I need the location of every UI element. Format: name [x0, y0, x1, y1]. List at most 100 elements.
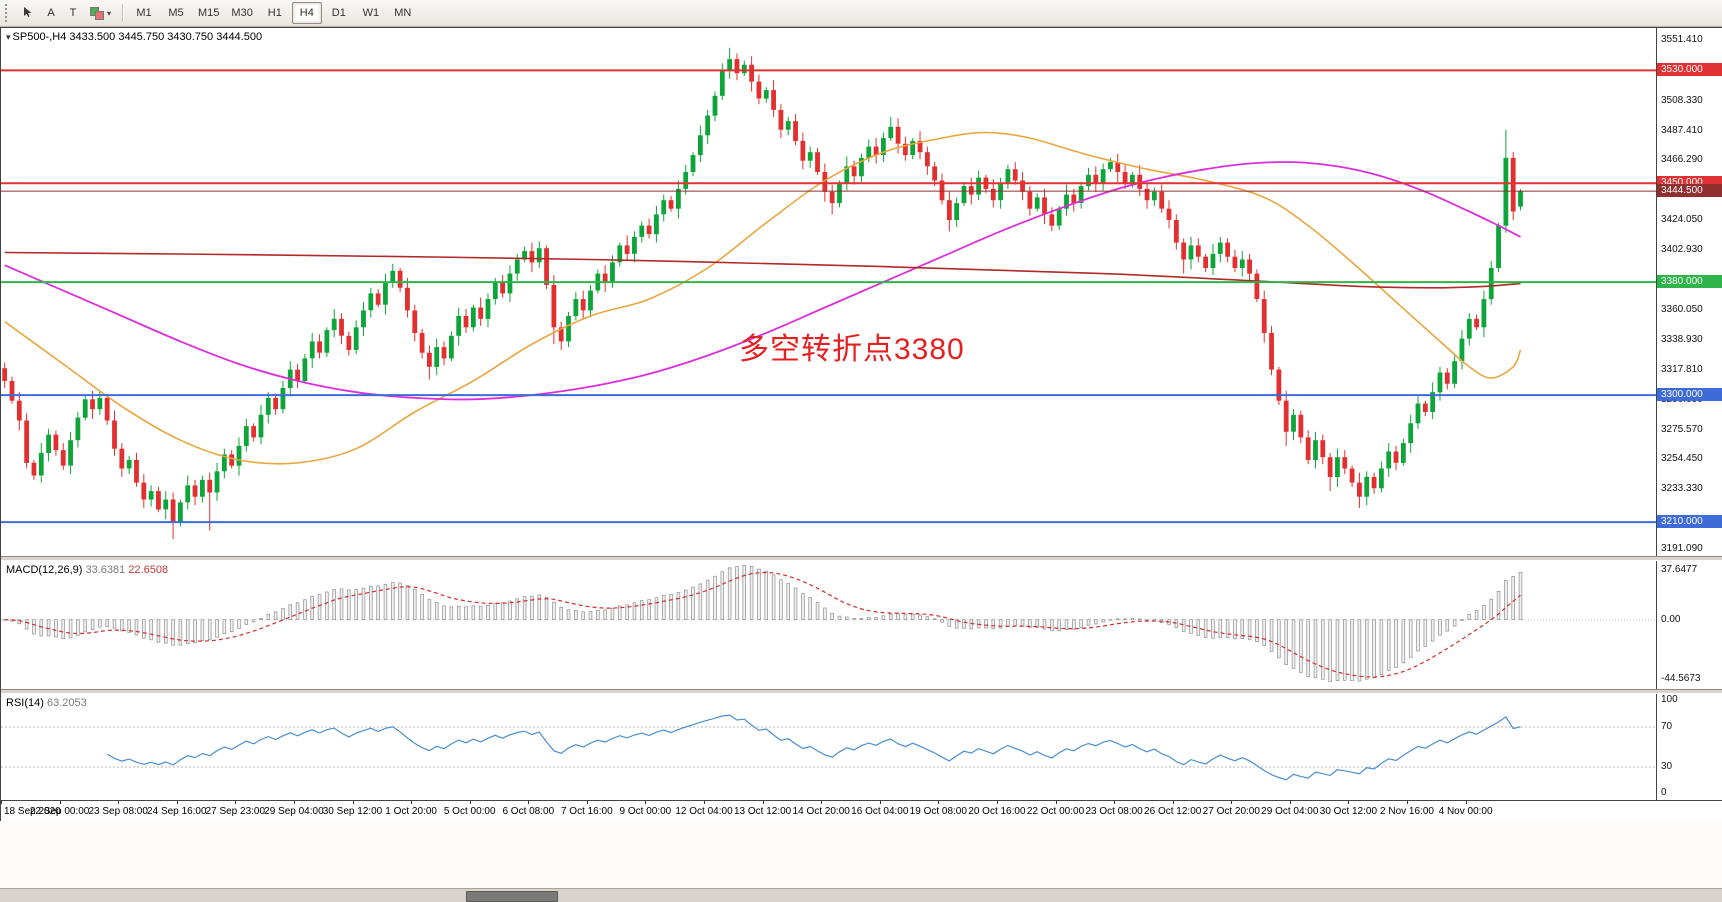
main-chart-plot[interactable]: ▾ SP500-,H4 3433.500 3445.750 3430.750 34…: [1, 28, 1656, 556]
time-axis-tick: [1114, 801, 1116, 804]
rsi-scale-label: 0: [1661, 787, 1667, 798]
time-axis-tick: [1231, 801, 1233, 804]
panel-splitter-macd[interactable]: [1, 556, 1722, 561]
time-axis-label: 29 Sep 04:00: [264, 806, 324, 817]
timeframe-m5[interactable]: M5: [168, 7, 184, 19]
cursor-icon: [22, 6, 34, 21]
time-axis-tick: [1, 801, 2, 804]
macd-main-value: 33.6381: [85, 564, 126, 576]
time-axis-label: 27 Sep 23:00: [205, 806, 266, 817]
price-scale[interactable]: 3551.410 3508.330 3487.410 3466.290 3424.050…: [1656, 28, 1722, 556]
time-axis-tick: [1172, 801, 1174, 804]
timeframe-m30[interactable]: M30: [231, 7, 253, 19]
time-axis-label: 18 Sep 2020: [4, 806, 61, 817]
time-axis-tick: [59, 801, 61, 804]
time-axis-tick: [938, 801, 940, 804]
time-axis-tick: [1465, 801, 1467, 804]
price-level-tag: 3210.000: [1657, 515, 1722, 529]
time-axis-tick: [411, 801, 413, 804]
time-axis-label: 22 Sep 00:00: [29, 806, 90, 817]
timeframe-d1[interactable]: D1: [331, 7, 346, 19]
panel-splitter-rsi[interactable]: [1, 689, 1722, 694]
rsi-scale[interactable]: 100 70 30 0: [1656, 694, 1722, 800]
rsi-title: RSI(14): [6, 697, 44, 709]
time-axis-tick: [235, 801, 237, 804]
time-axis-label: 30 Oct 12:00: [1319, 806, 1378, 817]
symbol-ohlc-text: SP500-,H4 3433.500 3445.750 3430.750 344…: [12, 31, 263, 43]
price-scale-label: 3551.410: [1661, 34, 1703, 46]
price-scale-label: 3424.050: [1661, 213, 1703, 225]
price-scale-label: 3338.930: [1661, 334, 1703, 346]
chevron-down-icon: ▾: [107, 8, 112, 18]
symbol-header: ▾ SP500-,H4 3433.500 3445.750 3430.750 34…: [6, 31, 262, 43]
timeframe-group: M1 M5 M15 M30 H1 H4 D1 W1 MN: [128, 2, 419, 24]
price-scale-label: 3360.050: [1661, 304, 1703, 316]
timeframe-m1[interactable]: M1: [136, 7, 152, 19]
price-level-tag: 3380.000: [1657, 275, 1722, 289]
time-axis-label: 9 Oct 00:00: [619, 806, 672, 817]
time-axis-label: 26 Oct 12:00: [1144, 806, 1202, 817]
time-axis-label: 19 Oct 08:00: [909, 806, 967, 817]
time-axis-tick: [1289, 801, 1291, 804]
rsi-scale-label: 100: [1661, 694, 1678, 705]
time-axis-label: 5 Oct 00:00: [443, 806, 496, 817]
symbol-collapse-icon[interactable]: ▾: [6, 32, 11, 42]
rsi-panel-plot[interactable]: RSI(14) 63.2053: [1, 694, 1656, 800]
macd-panel-plot[interactable]: MACD(12,26,9) 33.6381 22.6508: [1, 561, 1656, 689]
time-axis-label: 7 Oct 16:00: [560, 806, 613, 817]
colors-dropdown-button[interactable]: ▾: [85, 3, 116, 23]
macd-signal-value: 22.6508: [128, 564, 169, 576]
time-axis-label: 29 Oct 04:00: [1261, 806, 1319, 817]
price-scale-label: 3317.810: [1661, 363, 1703, 375]
macd-title: MACD(12,26,9): [6, 564, 83, 576]
timeframe-w1[interactable]: W1: [362, 7, 380, 19]
rsi-scale-label: 30: [1661, 761, 1673, 772]
time-axis-tick: [1407, 801, 1408, 804]
macd-scale[interactable]: 37.6477 0.00 -44.5673: [1656, 561, 1722, 689]
timeframe-m15[interactable]: M15: [198, 7, 220, 19]
price-scale-label: 3466.290: [1661, 154, 1703, 166]
time-axis-label: 30 Sep 12:00: [322, 806, 383, 817]
time-axis-tick: [1055, 801, 1057, 804]
time-axis-tick: [704, 801, 705, 804]
price-level-tag: 3444.500: [1657, 184, 1722, 198]
time-axis-label: 23 Sep 08:00: [88, 806, 148, 817]
time-axis-tick: [293, 801, 295, 804]
time-axis-tick: [645, 801, 647, 804]
time-axis-tick: [118, 801, 120, 804]
time-axis-tick: [762, 801, 764, 804]
time-axis-label: 1 Oct 20:00: [385, 806, 437, 817]
time-axis-label: 20 Oct 16:00: [968, 806, 1026, 817]
price-scale-label: 3233.330: [1661, 483, 1703, 495]
time-axis-tick: [821, 801, 823, 804]
toolbar-separator: [122, 4, 124, 22]
timeframe-h4[interactable]: H4: [291, 2, 322, 24]
time-axis-tick: [469, 801, 471, 804]
macd-scale-label: 0.00: [1661, 613, 1681, 625]
macd-canvas[interactable]: [1, 561, 1656, 689]
timeframe-h1[interactable]: H1: [267, 7, 282, 19]
text-a-button[interactable]: A: [41, 3, 61, 23]
rsi-value: 63.2053: [46, 697, 87, 709]
horizontal-scrollbar[interactable]: [0, 888, 1722, 902]
toolbar-grip[interactable]: [5, 4, 11, 22]
time-axis-tick: [586, 801, 588, 804]
rsi-scale-label: 70: [1661, 721, 1673, 732]
macd-header: MACD(12,26,9) 33.6381 22.6508: [6, 564, 168, 576]
time-axis[interactable]: 18 Sep 2020 22 Sep 00:00 23 Sep 08:00 24 Se…: [1, 800, 1722, 821]
time-axis-tick: [996, 801, 998, 804]
main-toolbar: A T ▾ M1 M5 M15 M30 H1 H4 D1 W1 MN: [0, 0, 1722, 27]
time-axis-label: 13 Oct 12:00: [733, 806, 792, 817]
price-scale-label: 3191.090: [1661, 542, 1703, 554]
time-axis-tick: [528, 801, 530, 804]
time-axis-label: 22 Oct 00:00: [1026, 806, 1085, 817]
time-axis-tick: [352, 801, 354, 804]
time-axis-label: 2 Nov 16:00: [1380, 806, 1434, 817]
main-chart-canvas[interactable]: [1, 28, 1656, 556]
timeframe-mn[interactable]: MN: [394, 7, 412, 19]
price-scale-label: 3275.570: [1661, 423, 1703, 435]
time-axis-label: 12 Oct 04:00: [675, 806, 733, 817]
rsi-canvas[interactable]: [1, 694, 1656, 800]
cursor-tool-button[interactable]: [17, 3, 39, 23]
text-label-button[interactable]: T: [63, 3, 83, 23]
